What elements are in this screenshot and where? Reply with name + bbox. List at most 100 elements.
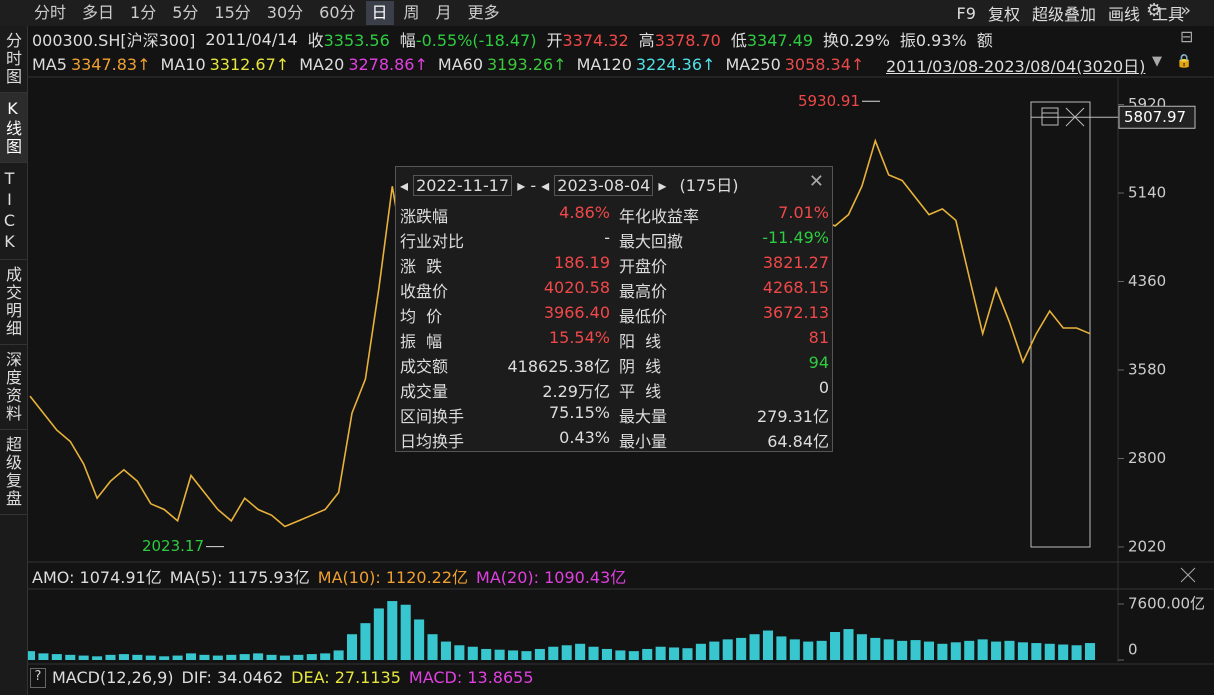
volume-bar [830,632,841,660]
volume-bar [440,641,451,660]
date-range[interactable]: 2011/03/08-2023/08/04(3020日) [886,57,1146,76]
volume-bar [1044,643,1055,660]
selection-box[interactable] [1030,101,1091,548]
quote-label: 开 [546,31,563,50]
quote-value: 0.93% [915,31,967,50]
ma-item: MA10 3312.67↑ [161,55,290,74]
high-label: 5930.91 [798,92,860,110]
sidebar-tab[interactable]: 成交明细 [0,260,27,345]
stat-label: 振 幅 [400,332,443,351]
sidebar-tab[interactable]: TICK [0,163,27,260]
quote-label: 换 [823,31,840,50]
volume-bar [722,639,733,660]
stat-value: 94 [808,353,829,372]
stat-value: 7.01% [778,203,829,222]
volume-bar [172,655,183,660]
quote-value: 3374.32 [562,31,629,50]
y-tick-label: 2020 [1128,537,1166,555]
stat-value: 0 [818,378,829,397]
close-icon[interactable] [1180,567,1196,583]
period-tab[interactable]: 多日 [82,3,115,22]
end-date[interactable]: 2023-08-04 [554,175,654,196]
stat-value: 4.86% [559,203,610,222]
tool-button[interactable]: 工具 [1151,5,1184,24]
period-tab[interactable]: 月 [435,3,452,22]
period-tab[interactable]: 1分 [130,3,157,22]
volume-bar [937,643,948,660]
quote-field: 高3378.70 [639,27,721,51]
quote-field: 振0.93% [900,27,967,51]
stat-value: 3672.13 [762,303,829,322]
volume-bar [226,654,237,660]
stat-value: 3966.40 [543,303,610,322]
volume-bar [118,654,129,660]
volume-bar [816,640,827,660]
volume-bar [575,643,586,660]
period-tabs: 分时 多日 1分 5分 15分 30分 60分日周月更多 [28,1,506,25]
volume-bar [199,654,210,660]
quote-value: 3347.49 [746,31,814,50]
volume-bar [521,651,532,660]
volume-bar [132,654,143,660]
quote-label: 额 [976,31,993,50]
ma-name: MA250 [725,54,781,74]
period-tab[interactable]: 更多 [467,3,500,22]
period-tab[interactable]: 日 [365,1,394,25]
volume-bar [293,654,304,660]
volume-bar [508,650,519,660]
lock-icon[interactable]: 🔒 [1176,54,1193,69]
quote-field: 开3374.32 [546,27,628,51]
y-tick-label: 4360 [1128,272,1166,290]
settings-icon[interactable]: ⚙ [1146,0,1163,21]
tool-button[interactable]: F9 [956,3,976,23]
stat-value: 64.84亿 [767,432,829,451]
dropdown-icon[interactable]: ▼ [1152,54,1162,69]
stat-value: -11.49% [762,228,829,247]
period-tab[interactable]: 15分 [214,3,251,22]
volume-bar [65,654,76,660]
period-tab[interactable]: 60分 [319,3,356,22]
tool-button[interactable]: 画线 [1107,5,1140,24]
quote-label: 收 [307,31,324,50]
volume-bar [883,639,894,660]
volume-bar [1031,643,1042,660]
quote-field: 换0.29% [823,27,890,51]
ma-value: 3312.67↑ [209,54,290,74]
tool-button[interactable]: 超级叠加 [1031,5,1096,24]
quote-label: 高 [638,31,655,50]
volume-bar [24,651,36,660]
symbol: 000300.SH[沪深300] [32,31,196,50]
sidebar-tab[interactable]: 超级复盘 [0,430,27,515]
period-tab[interactable]: 5分 [172,3,199,22]
period-tab[interactable]: 周 [403,3,420,22]
period-tab[interactable]: 分时 [34,3,67,22]
volume-bar [910,640,921,660]
volume-bar [145,655,156,660]
volume-bar [749,634,760,660]
volume-bar [38,653,49,660]
volume-bar [414,619,425,660]
stat-label: 最大回撤 [619,232,684,251]
y-tick-label: 7600.00亿 [1128,595,1205,613]
volume-bar [615,650,626,660]
period-tab[interactable]: 30分 [266,3,304,22]
volume-bar [400,604,411,660]
sidebar-tab[interactable]: 分时图 [0,26,27,93]
quote-field: 额 [977,27,993,51]
low-label: 2023.17 [142,537,204,555]
volume-bar [803,641,814,660]
panel-icon[interactable]: ⊟ [1180,27,1194,46]
more-icon[interactable]: » [1180,0,1192,21]
start-date[interactable]: 2022-11-17 [413,175,513,196]
stat-label: 涨 跌 [400,257,443,276]
volume-bar [1058,644,1069,660]
help-icon[interactable]: ? [30,668,46,688]
sidebar-tab[interactable]: K线图 [0,93,27,163]
popup-close[interactable]: ✕ [808,171,824,192]
volume-bar [856,634,867,660]
sidebar-tab[interactable]: 深度资料 [0,345,27,430]
stat-label: 成交额 [400,357,449,376]
tool-button[interactable]: 复权 [987,5,1020,24]
stat-label: 均 价 [400,307,443,326]
